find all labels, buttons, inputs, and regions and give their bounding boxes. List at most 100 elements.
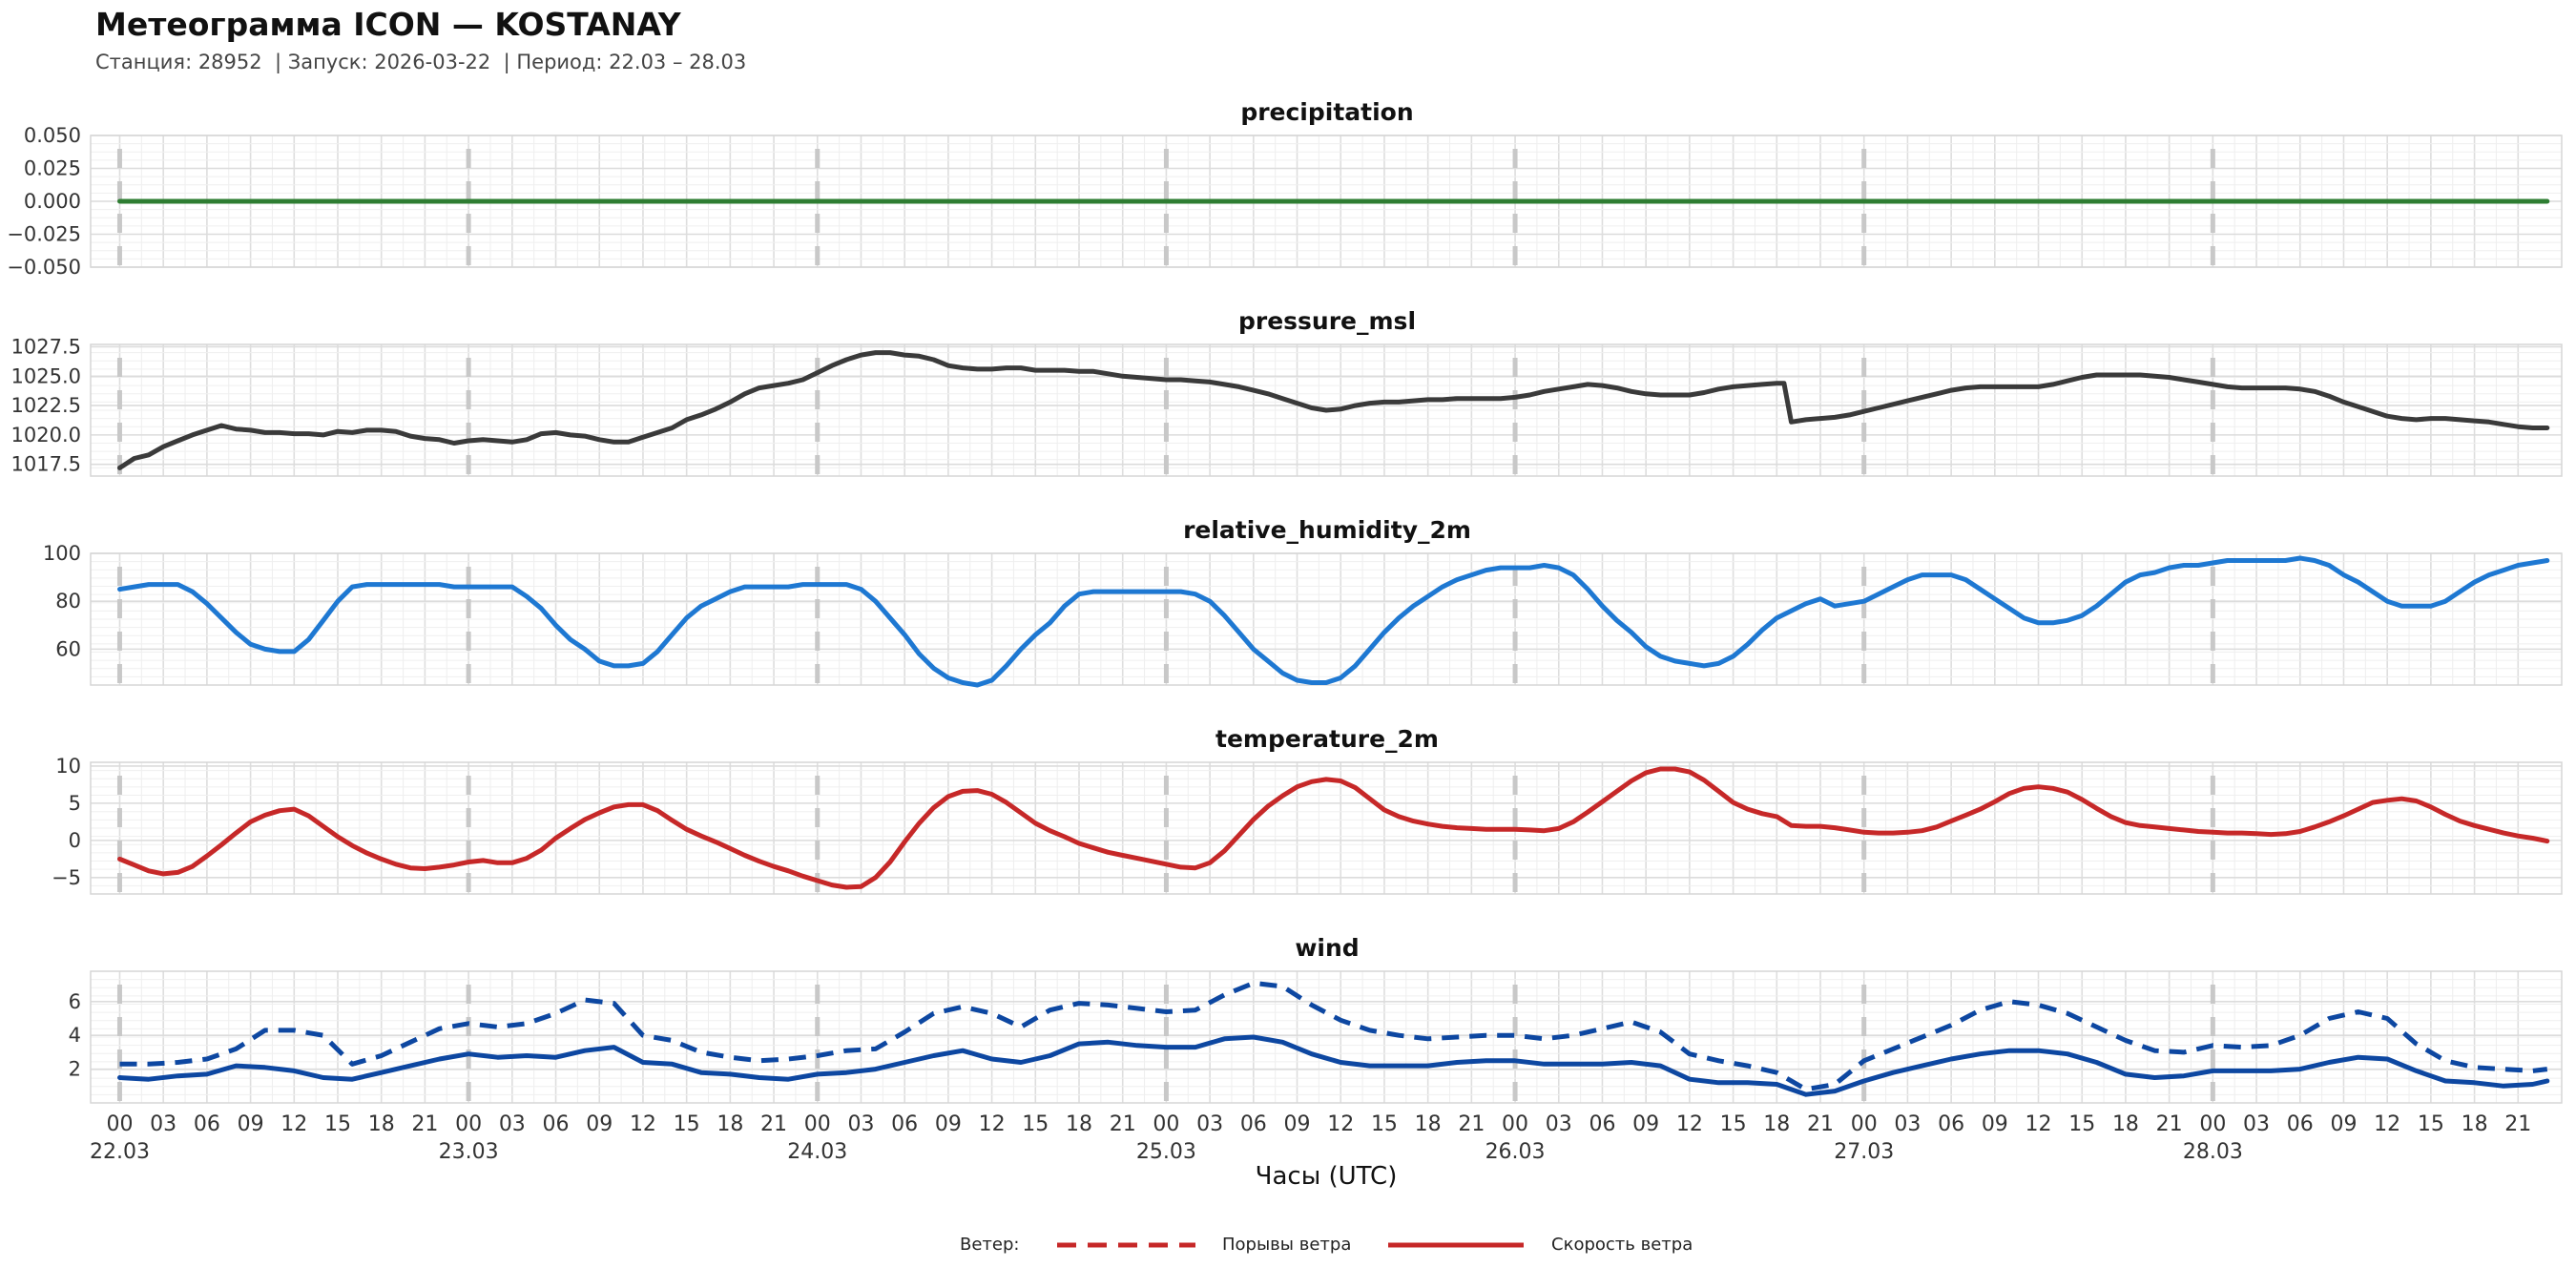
x-day-label: 23.03 bbox=[439, 1140, 499, 1164]
x-day-label: 27.03 bbox=[1834, 1140, 1894, 1164]
x-tick-label: 15 bbox=[674, 1112, 700, 1136]
panel-title: relative_humidity_2m bbox=[1183, 516, 1471, 544]
y-tick-label: 0.000 bbox=[24, 190, 81, 213]
x-tick-label: 18 bbox=[1066, 1112, 1092, 1136]
x-tick-label: 21 bbox=[760, 1112, 787, 1136]
x-tick-label: 15 bbox=[324, 1112, 351, 1136]
x-tick-label: 06 bbox=[194, 1112, 220, 1136]
x-day-label: 26.03 bbox=[1485, 1140, 1546, 1164]
panel-title: pressure_msl bbox=[1238, 307, 1416, 335]
x-tick-label: 15 bbox=[2068, 1112, 2095, 1136]
y-tick-label: −0.025 bbox=[7, 223, 81, 246]
y-tick-label: 60 bbox=[55, 637, 81, 660]
y-tick-label: 1017.5 bbox=[11, 453, 81, 476]
legend-title: Ветер: bbox=[960, 1235, 1020, 1255]
x-tick-label: 00 bbox=[1851, 1112, 1878, 1136]
x-tick-label: 06 bbox=[2287, 1112, 2314, 1136]
series-line-Порывы-ветра bbox=[119, 980, 2548, 1092]
series-line-temperature-2m bbox=[117, 766, 2550, 890]
y-tick-label: 80 bbox=[55, 590, 81, 613]
x-tick-label: 12 bbox=[1327, 1112, 1354, 1136]
x-tick-label: 09 bbox=[238, 1112, 264, 1136]
x-tick-label: 06 bbox=[543, 1112, 570, 1136]
series-line-pressure-msl bbox=[117, 350, 2550, 470]
x-tick-label: 12 bbox=[1676, 1112, 1703, 1136]
panel-wind: 6 4 2 wind bbox=[69, 934, 2563, 1104]
x-day-label: 25.03 bbox=[1136, 1140, 1196, 1164]
x-tick-label: 18 bbox=[1415, 1112, 1442, 1136]
panel-title: temperature_2m bbox=[1215, 725, 1439, 753]
legend: Ветер: Порывы ветра Скорость ветра bbox=[0, 1231, 2576, 1261]
x-tick-label: 03 bbox=[1546, 1112, 1572, 1136]
x-tick-label: 21 bbox=[2504, 1112, 2531, 1136]
y-tick-label: 0.050 bbox=[24, 124, 81, 147]
station-info: Станция: 28952 bbox=[95, 51, 269, 73]
x-tick-label: 03 bbox=[1196, 1112, 1223, 1136]
y-tick-label: 1020.0 bbox=[11, 424, 81, 447]
y-tick-label: 6 bbox=[69, 990, 81, 1013]
period-info: | Период: 22.03 – 28.03 bbox=[496, 51, 747, 73]
y-tick-label: 100 bbox=[43, 542, 81, 565]
x-tick-label: 03 bbox=[150, 1112, 177, 1136]
legend-gust-label: Порывы ветра bbox=[1222, 1235, 1352, 1255]
x-tick-label: 15 bbox=[1022, 1112, 1049, 1136]
x-tick-label: 21 bbox=[1458, 1112, 1485, 1136]
panel-title: wind bbox=[1295, 934, 1359, 962]
y-tick-label: 0 bbox=[69, 829, 81, 852]
x-tick-label: 09 bbox=[1632, 1112, 1659, 1136]
x-axis-label: Часы (UTC) bbox=[1256, 1162, 1398, 1191]
x-axis: 00 03 06 09 12 15 18 21 00 03 06 09 12 15 18 21 00 03 06 09… bbox=[90, 1112, 2531, 1191]
panel-frame bbox=[90, 343, 2563, 477]
x-day-label: 22.03 bbox=[90, 1140, 150, 1164]
x-tick-label: 09 bbox=[935, 1112, 962, 1136]
x-tick-label: 18 bbox=[368, 1112, 395, 1136]
x-tick-label: 21 bbox=[2156, 1112, 2183, 1136]
panel-pressure-msl: 1027.5 1025.0 1022.5 1020.0 1017.5 pressure_m… bbox=[11, 307, 2563, 477]
panel-frame bbox=[90, 761, 2563, 895]
x-tick-label: 00 bbox=[455, 1112, 482, 1136]
y-tick-label: 1027.5 bbox=[11, 335, 81, 358]
panel-frame bbox=[90, 970, 2563, 1104]
y-tick-label: 2 bbox=[69, 1058, 81, 1081]
x-tick-label: 00 bbox=[804, 1112, 831, 1136]
x-tick-label: 09 bbox=[2330, 1112, 2357, 1136]
y-tick-label: 1025.0 bbox=[11, 364, 81, 387]
x-tick-label: 18 bbox=[2112, 1112, 2139, 1136]
x-tick-label: 00 bbox=[1153, 1112, 1179, 1136]
x-tick-label: 21 bbox=[1807, 1112, 1834, 1136]
legend-speed-label: Скорость ветра bbox=[1551, 1235, 1693, 1255]
x-tick-label: 12 bbox=[2025, 1112, 2052, 1136]
y-tick-label: 10 bbox=[55, 755, 81, 778]
x-tick-label: 06 bbox=[1240, 1112, 1267, 1136]
x-tick-label: 15 bbox=[2418, 1112, 2444, 1136]
panel-title: precipitation bbox=[1240, 98, 1413, 126]
y-tick-label: 0.025 bbox=[24, 157, 81, 180]
x-tick-label: 06 bbox=[891, 1112, 918, 1136]
panel-frame bbox=[90, 135, 2563, 268]
run-info: | Запуск: 2026-03-22 bbox=[268, 51, 497, 73]
x-tick-label: 09 bbox=[1982, 1112, 2008, 1136]
x-tick-label: 03 bbox=[499, 1112, 526, 1136]
x-tick-label: 00 bbox=[2199, 1112, 2226, 1136]
subtitle: Станция: 28952 | Запуск: 2026-03-22 | Пе… bbox=[95, 51, 746, 73]
x-tick-label: 12 bbox=[2374, 1112, 2400, 1136]
x-tick-label: 09 bbox=[586, 1112, 613, 1136]
x-tick-label: 18 bbox=[1763, 1112, 1790, 1136]
series-line-Скорость-ветра bbox=[117, 1034, 2550, 1097]
x-day-label: 28.03 bbox=[2183, 1140, 2243, 1164]
x-tick-label: 00 bbox=[106, 1112, 133, 1136]
meteogram-chart: 0.050 0.025 0.000 −0.025 −0.050 precipitation… bbox=[7, 98, 2563, 1191]
y-tick-label: −0.050 bbox=[7, 256, 81, 279]
panel-relative-humidity-2m: 100 80 60 relative_humidity_2m bbox=[43, 516, 2563, 688]
x-tick-label: 12 bbox=[280, 1112, 307, 1136]
series-line-relative-humidity-2m bbox=[117, 555, 2550, 688]
y-tick-label: 5 bbox=[69, 792, 81, 815]
x-tick-label: 12 bbox=[979, 1112, 1006, 1136]
x-tick-label: 21 bbox=[1110, 1112, 1136, 1136]
x-tick-label: 03 bbox=[2243, 1112, 2270, 1136]
x-tick-label: 15 bbox=[1720, 1112, 1747, 1136]
x-tick-label: 03 bbox=[847, 1112, 874, 1136]
legend-speed-swatch bbox=[1388, 1242, 1524, 1248]
x-tick-label: 18 bbox=[717, 1112, 743, 1136]
panel-temperature-2m: 10 5 0 −5 temperature_2m bbox=[52, 725, 2563, 895]
